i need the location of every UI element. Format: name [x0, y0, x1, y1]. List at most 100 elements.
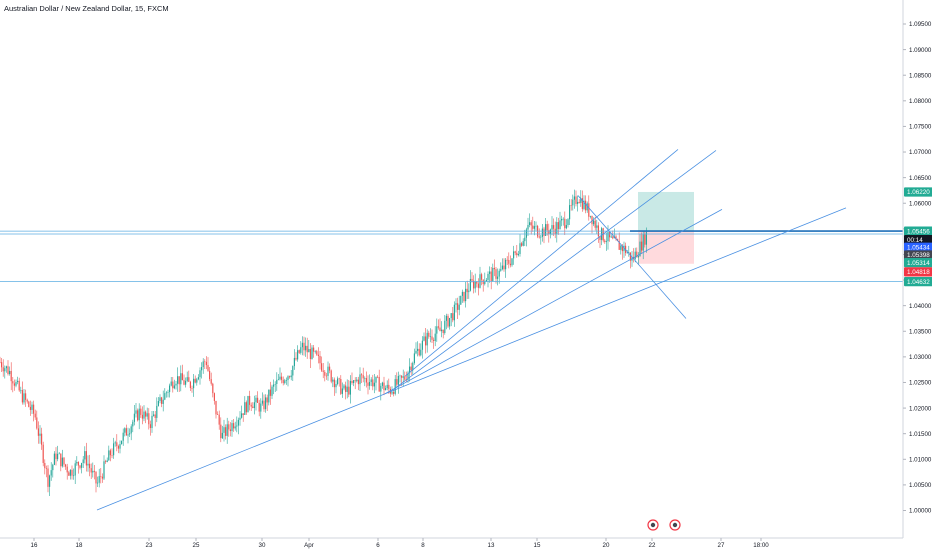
candle-body [321, 363, 323, 371]
candle-body [181, 373, 183, 381]
candle-body [553, 225, 555, 229]
candle-body [521, 243, 523, 246]
candle-body [127, 434, 129, 436]
trend-line [392, 150, 717, 390]
candle-body [609, 232, 611, 238]
candle-body [437, 326, 439, 328]
candle-body [265, 397, 267, 410]
candle-body [113, 443, 115, 456]
candle-body [319, 355, 321, 364]
candle-body [28, 401, 30, 407]
candle-body [324, 371, 326, 376]
candle-body [89, 463, 91, 469]
candle-body [620, 245, 622, 250]
candle-body [306, 345, 308, 353]
candle-body [417, 348, 419, 351]
candle-body [188, 377, 190, 382]
candle-body [338, 378, 340, 380]
candle-body [177, 376, 179, 384]
candle-body [436, 326, 438, 334]
candle-body [116, 442, 118, 447]
price-badge [904, 234, 932, 245]
candle-body [610, 236, 612, 238]
candle-body [322, 370, 324, 372]
candle-body [425, 336, 427, 346]
candle-body [183, 380, 185, 385]
y-tick-label: 1.04000 [909, 303, 932, 310]
candle-body [191, 388, 193, 389]
candle-body [151, 415, 153, 429]
candle-body [268, 389, 270, 403]
candle-body [90, 468, 92, 473]
candle-body [172, 381, 174, 389]
candle-body [391, 391, 393, 394]
candle-body [548, 230, 550, 235]
candle-body [92, 470, 94, 473]
x-tick-label: 16 [31, 542, 38, 549]
candle-body [285, 380, 287, 381]
candle-body [452, 313, 454, 321]
candle-body [220, 424, 222, 439]
candle-body [79, 465, 81, 468]
candle-body [17, 380, 19, 383]
candle-body [305, 345, 307, 351]
candle-body [221, 432, 223, 439]
candle-body [2, 367, 4, 372]
candle-body [473, 280, 475, 289]
candle-body [612, 236, 614, 239]
candle-body [519, 243, 521, 254]
candle-body [505, 259, 507, 270]
candle-body [281, 376, 283, 380]
candle-body [68, 472, 70, 476]
candle-body [545, 224, 547, 236]
candle-body [621, 245, 623, 252]
candle-body [556, 222, 558, 235]
candle-body [516, 252, 518, 256]
candle-body [441, 329, 443, 332]
candle-body [274, 383, 276, 385]
candle-body [97, 482, 99, 484]
candle-body [309, 349, 311, 360]
candle-body [383, 382, 385, 391]
candle-body [169, 385, 171, 393]
candle-body [511, 258, 513, 266]
candle-body [397, 375, 399, 385]
candle-body [385, 388, 387, 391]
candle-body [148, 413, 150, 425]
candle-body [364, 378, 366, 379]
candle-body [407, 372, 409, 380]
x-tick-label: 22 [649, 542, 656, 549]
candle-body [375, 376, 377, 383]
candle-body [263, 400, 265, 410]
candle-body [269, 389, 271, 396]
y-tick-label: 1.08500 [909, 72, 932, 79]
candle-body [535, 225, 537, 227]
candle-body [439, 327, 441, 332]
x-tick-label: 30 [259, 542, 266, 549]
candle-body [45, 468, 47, 469]
price-badge [904, 187, 932, 197]
candle-body [215, 400, 217, 415]
candle-body [503, 265, 505, 270]
x-tick-label: 18 [76, 542, 83, 549]
candle-body [546, 224, 548, 231]
price-badge-label: 1.06220 [907, 189, 930, 196]
candle-body [57, 453, 59, 460]
candle-body [63, 457, 65, 465]
candle-body [465, 288, 467, 302]
candle-body [231, 423, 233, 432]
candle-body [530, 222, 532, 226]
candle-body [241, 413, 243, 418]
candle-body [316, 351, 318, 355]
candle-body [170, 381, 172, 386]
candle-body [564, 218, 566, 229]
candle-body [226, 424, 228, 436]
candle-body [365, 378, 367, 383]
candle-body [125, 428, 127, 436]
candle-body [141, 414, 143, 419]
candle-body [106, 460, 108, 463]
candles [0, 189, 647, 496]
candle-body [423, 336, 425, 341]
candle-body [143, 411, 145, 419]
